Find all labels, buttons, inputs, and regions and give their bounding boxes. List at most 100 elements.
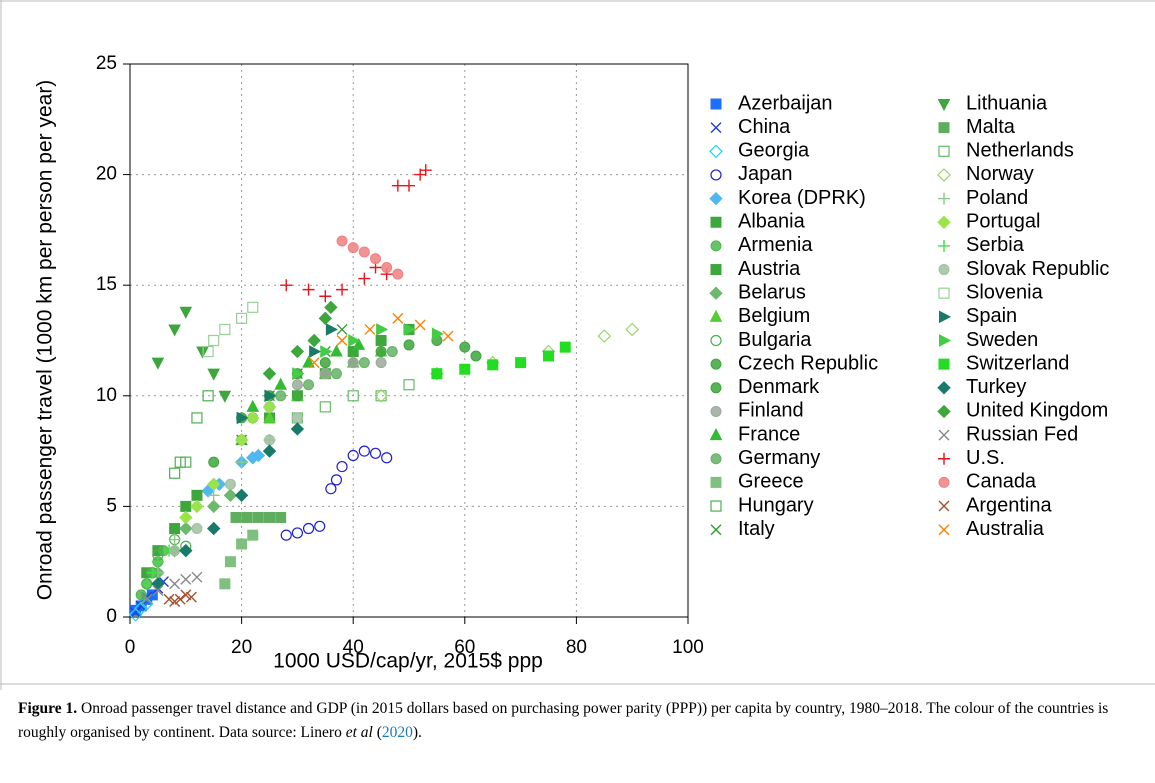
caption-text: ( [372, 724, 382, 741]
point [403, 379, 415, 391]
point [347, 390, 359, 402]
point [470, 350, 482, 362]
point [234, 433, 249, 447]
point [252, 511, 264, 523]
point [146, 589, 158, 601]
caption: Figure 1. Onroad passenger travel distan… [18, 697, 1133, 745]
legend-label: Sweden [966, 329, 1038, 351]
point [319, 357, 331, 369]
point [236, 312, 248, 324]
point [223, 488, 238, 503]
legend-label: Albania [738, 211, 806, 233]
point [597, 329, 612, 343]
legend-label: Azerbaijan [738, 92, 833, 114]
legend-label: Czech Republic [738, 352, 878, 374]
legend-marker [710, 240, 722, 252]
legend-label: Hungary [738, 494, 814, 516]
point [234, 488, 249, 503]
legend-marker [709, 428, 723, 441]
legend-label: Greece [738, 471, 804, 493]
point [152, 584, 164, 596]
legend-marker [710, 98, 722, 110]
point [625, 322, 640, 337]
point [191, 523, 203, 535]
point [247, 529, 259, 541]
point [130, 607, 142, 619]
point [320, 345, 333, 358]
point [319, 290, 332, 303]
point [180, 573, 192, 585]
point [230, 511, 242, 523]
point [263, 410, 276, 423]
point [262, 444, 277, 458]
point [218, 390, 232, 403]
point [414, 319, 426, 331]
point [391, 179, 404, 192]
point [163, 593, 175, 605]
legend-label: Poland [966, 187, 1028, 209]
legend-label: Serbia [966, 234, 1025, 256]
point [347, 242, 359, 254]
point [206, 521, 221, 536]
chart: 1000 USD/cap/yr, 2015$ ppp Onroad passen… [0, 0, 1155, 690]
point [291, 412, 303, 424]
legend-marker [939, 310, 952, 324]
legend-label: Spain [966, 305, 1017, 327]
point [179, 510, 193, 525]
point [202, 390, 214, 402]
legend-marker [937, 404, 951, 419]
y-tick-label: 10 [96, 385, 117, 406]
point [419, 164, 432, 177]
caption-link[interactable]: 2020 [381, 724, 413, 741]
legend-marker [938, 145, 950, 157]
y-tick-label: 25 [96, 53, 117, 74]
legend-label: Belarus [738, 281, 806, 303]
point [264, 434, 275, 446]
point [358, 272, 371, 285]
point [224, 478, 236, 490]
point [169, 545, 181, 557]
point [347, 357, 359, 369]
legend-marker [709, 286, 723, 300]
legend-label: United Kingdom [966, 400, 1108, 422]
point [280, 529, 292, 541]
point [348, 334, 361, 347]
point [543, 350, 554, 362]
point [291, 390, 303, 402]
legend-label: China [738, 116, 791, 138]
point [459, 363, 471, 375]
point [347, 449, 359, 462]
point [207, 489, 220, 502]
legend-label: Netherlands [966, 140, 1074, 162]
legend-label: Bulgaria [738, 329, 812, 351]
point [151, 555, 164, 568]
legend-label: Italy [738, 518, 775, 540]
point [375, 390, 387, 402]
point [381, 262, 393, 274]
point [224, 556, 236, 568]
point [325, 323, 338, 336]
point [431, 368, 443, 380]
point [386, 346, 398, 358]
legend-label: Slovak Republic [966, 258, 1109, 280]
point [303, 379, 315, 391]
point [169, 596, 181, 608]
point [241, 511, 253, 523]
legend-marker [938, 239, 950, 252]
point [336, 235, 348, 247]
legend-marker [938, 287, 950, 299]
legend-marker [710, 453, 722, 465]
point [459, 341, 471, 353]
x-tick-label: 80 [566, 637, 587, 658]
point [375, 335, 387, 346]
point [236, 411, 249, 425]
legend-label: Japan [738, 163, 793, 185]
caption-italic: et al [345, 724, 373, 741]
caption-text: Onroad passenger travel distance and GDP… [18, 700, 1109, 741]
legend-marker [710, 264, 722, 276]
point [352, 337, 366, 350]
point [179, 306, 193, 319]
point [319, 401, 331, 413]
legend-marker [938, 429, 950, 441]
